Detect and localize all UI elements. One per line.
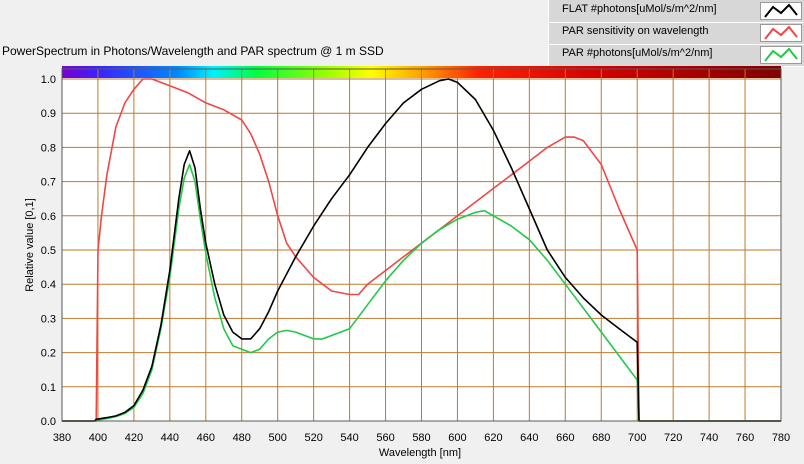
y-tick-label: 0.9 <box>41 108 56 120</box>
y-tick-label: 0.1 <box>41 382 56 394</box>
chart-title: PowerSpectrum in Photons/Wavelength and … <box>2 44 384 58</box>
y-tick-label: 0.4 <box>41 279 56 291</box>
x-tick-label: 740 <box>700 432 718 444</box>
legend-label: FLAT #photons[uMol/s/m^2/nm] <box>562 3 717 15</box>
legend-label: PAR #photons[uMol/s/m^2/nm] <box>562 47 713 59</box>
x-tick-label: 520 <box>304 432 322 444</box>
x-tick-label: 460 <box>197 432 215 444</box>
x-tick-label: 480 <box>233 432 251 444</box>
legend[interactable]: FLAT #photons[uMol/s/m^2/nm] PAR sensiti… <box>548 0 804 67</box>
x-tick-label: 660 <box>556 432 574 444</box>
y-tick-label: 0.3 <box>41 313 56 325</box>
legend-label: PAR sensitivity on wavelength <box>562 25 709 37</box>
series-line-1 <box>62 78 781 422</box>
x-tick-label: 680 <box>592 432 610 444</box>
x-tick-label: 580 <box>412 432 430 444</box>
legend-item-par-sensitivity[interactable]: PAR sensitivity on wavelength <box>549 22 804 45</box>
x-axis-label: Wavelength [nm] <box>379 447 461 459</box>
x-tick-label: 640 <box>520 432 538 444</box>
legend-line-swatch-icon <box>760 2 802 20</box>
axis-ticks: 380 400 420 440 460 480 500 520 540 560 580 600 620 6… <box>41 74 790 444</box>
y-tick-label: 0.5 <box>41 245 56 257</box>
x-tick-label: 440 <box>161 432 179 444</box>
legend-item-par-photons[interactable]: PAR #photons[uMol/s/m^2/nm] <box>549 44 804 67</box>
y-tick-label: 0.0 <box>41 416 56 428</box>
x-tick-label: 560 <box>376 432 394 444</box>
x-tick-label: 540 <box>340 432 358 444</box>
x-tick-label: 700 <box>628 432 646 444</box>
x-tick-label: 780 <box>772 432 790 444</box>
x-tick-label: 600 <box>448 432 466 444</box>
x-tick-label: 500 <box>269 432 287 444</box>
y-tick-label: 0.7 <box>41 177 56 189</box>
series-line-0 <box>62 78 781 422</box>
y-tick-label: 1.0 <box>41 74 56 86</box>
grid-lines <box>61 69 782 422</box>
x-tick-label: 420 <box>125 432 143 444</box>
x-tick-label: 620 <box>484 432 502 444</box>
x-tick-label: 400 <box>89 432 107 444</box>
y-tick-label: 0.6 <box>41 211 56 223</box>
x-tick-label: 760 <box>736 432 754 444</box>
legend-line-swatch-icon <box>760 24 802 42</box>
legend-item-flat-photons[interactable]: FLAT #photons[uMol/s/m^2/nm] <box>549 0 804 23</box>
series-lines <box>62 78 781 422</box>
plot-frame <box>61 68 782 422</box>
y-axis-label: Relative value [0,1] <box>24 198 36 292</box>
y-tick-label: 0.2 <box>41 348 56 360</box>
legend-line-swatch-icon <box>760 46 802 64</box>
y-tick-label: 0.8 <box>41 142 56 154</box>
x-tick-label: 720 <box>664 432 682 444</box>
x-tick-label: 380 <box>53 432 71 444</box>
